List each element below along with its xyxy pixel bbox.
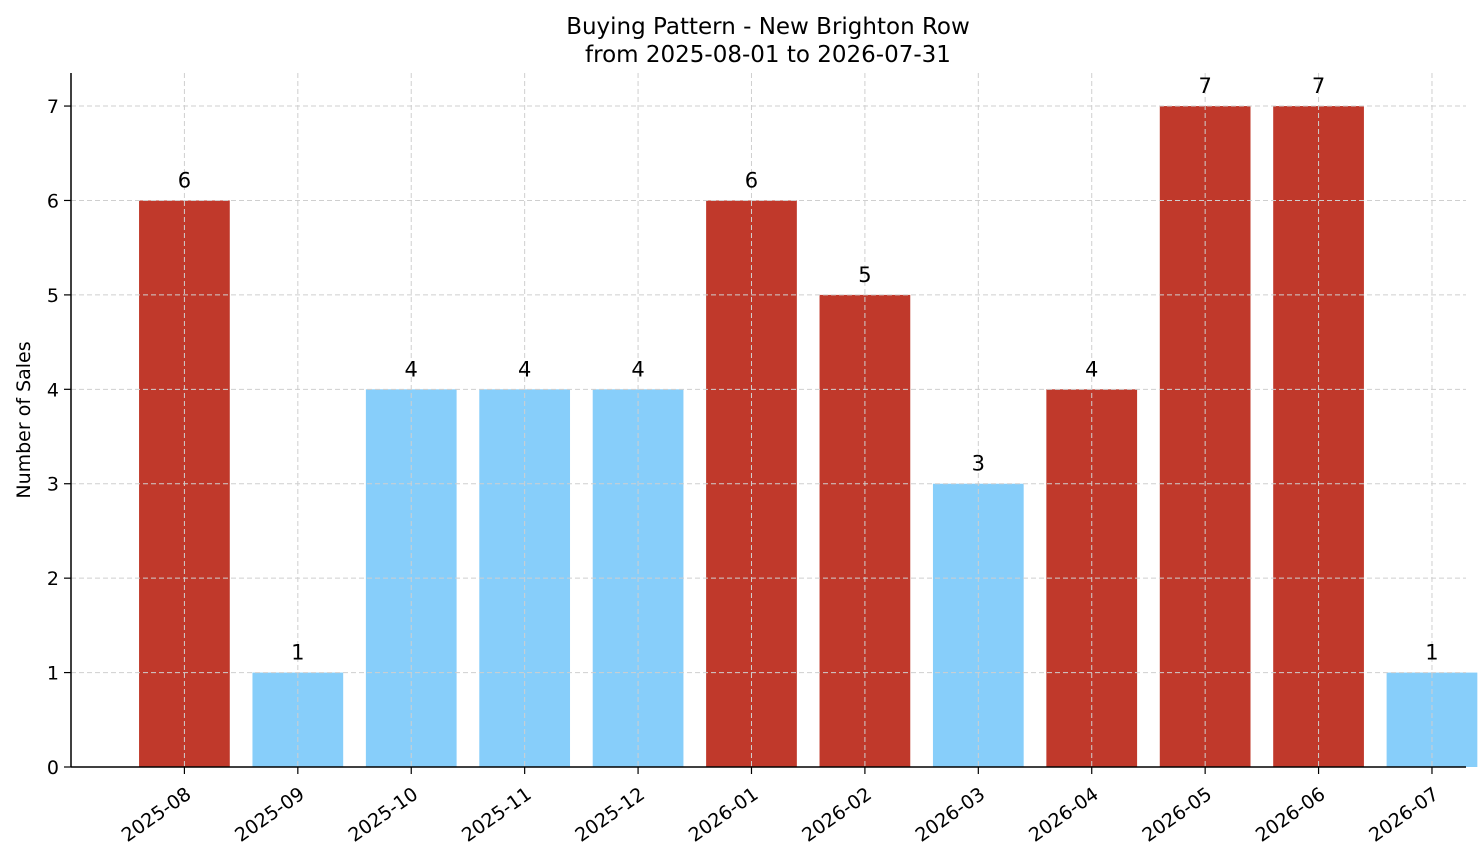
y-tick-label: 0 — [47, 757, 59, 779]
bar-value-label: 6 — [745, 168, 758, 192]
x-tick-label: 2025-12 — [571, 783, 649, 847]
x-tick-label: 2026-03 — [912, 783, 990, 847]
bar-value-label: 1 — [291, 641, 304, 665]
x-tick-label: 2026-05 — [1138, 783, 1216, 847]
bar-2025-09 — [252, 672, 344, 767]
bar-value-label: 4 — [1085, 357, 1098, 381]
bars — [139, 106, 1478, 768]
bar-value-label: 6 — [178, 168, 191, 192]
x-tick-label: 2025-09 — [231, 783, 309, 847]
y-tick-label: 2 — [47, 568, 59, 590]
y-axis-label: Number of Sales — [13, 341, 35, 498]
x-tick-label: 2026-02 — [798, 783, 876, 847]
y-tick-label: 5 — [47, 285, 59, 307]
chart-title: Buying Pattern - New Brighton Row — [566, 14, 970, 40]
x-tick-label: 2025-10 — [344, 783, 422, 847]
x-tick-label: 2025-11 — [458, 783, 536, 847]
y-tick-label: 4 — [47, 379, 59, 401]
bar-value-label: 3 — [972, 452, 985, 476]
y-tick-label: 6 — [47, 190, 59, 212]
x-tick-label: 2026-07 — [1365, 783, 1443, 847]
y-tick-label: 1 — [47, 663, 59, 685]
y-tick-label: 3 — [47, 474, 59, 496]
axes — [64, 73, 1466, 774]
x-tick-label: 2026-04 — [1025, 783, 1103, 847]
bar-value-label: 7 — [1198, 74, 1211, 98]
bar-value-label: 4 — [631, 357, 644, 381]
x-tick-label: 2026-06 — [1252, 783, 1330, 847]
bar-value-label: 7 — [1312, 74, 1325, 98]
bar-2026-07 — [1386, 672, 1478, 767]
bar-value-label: 4 — [405, 357, 418, 381]
x-tick-label: 2026-01 — [685, 783, 763, 847]
bar-value-label: 5 — [858, 263, 871, 287]
chart-subtitle: from 2025-08-01 to 2026-07-31 — [585, 42, 951, 68]
bar-value-label: 1 — [1425, 641, 1438, 665]
x-tick-label: 2025-08 — [118, 783, 196, 847]
value-labels: 6 1 4 4 4 6 5 3 4 7 7 1 — [178, 74, 1439, 665]
y-tick-label: 7 — [47, 96, 59, 118]
bar-value-label: 4 — [518, 357, 531, 381]
